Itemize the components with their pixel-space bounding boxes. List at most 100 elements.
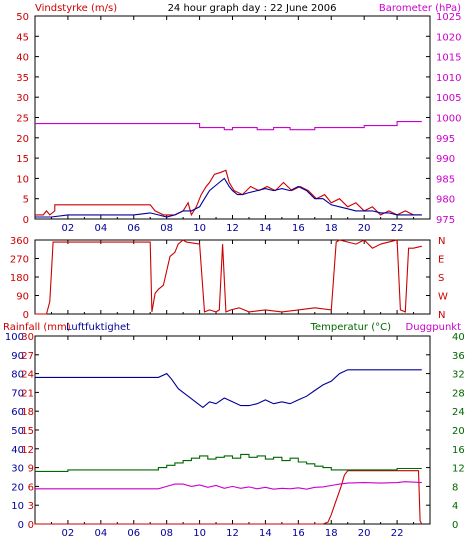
y-tick-label: 50 xyxy=(11,426,24,437)
y-tick-label: 40 xyxy=(16,53,29,64)
series-line xyxy=(35,481,422,490)
y-tick-label: 50 xyxy=(16,12,29,23)
x-tick-label: 20 xyxy=(358,223,371,234)
y-tick-label: 0 xyxy=(18,520,24,531)
plot-frame xyxy=(34,335,431,525)
wind-speed-axis-title: Vindstyrke (m/s) xyxy=(35,3,117,14)
y-tick-label: 60 xyxy=(11,407,24,418)
compass-tick-label: N xyxy=(438,236,445,247)
y-tick-label-right: 8 xyxy=(452,482,458,493)
x-tick-label: 14 xyxy=(259,528,272,539)
y-tick-label-right: 20 xyxy=(452,426,465,437)
y-tick-label: 0 xyxy=(23,310,29,321)
y-tick-label-right: 12 xyxy=(452,464,465,475)
rain-tick-label: 27 xyxy=(21,351,34,362)
humidity-axis-title: Luftfuktighet xyxy=(66,322,130,333)
series-line xyxy=(35,470,423,525)
x-tick-label: 22 xyxy=(391,223,404,234)
x-tick-label: 06 xyxy=(127,528,140,539)
x-tick-label: 02 xyxy=(62,223,75,234)
y-tick-label-right: 1015 xyxy=(436,53,461,64)
y-tick-label-right: 990 xyxy=(436,154,455,165)
y-tick-label: 360 xyxy=(10,236,29,247)
dewpoint-axis-title: Duggpunkt xyxy=(406,322,462,333)
x-tick-label: 02 xyxy=(62,528,75,539)
y-tick-label: 90 xyxy=(11,351,24,362)
rain-tick-label: 18 xyxy=(21,407,34,418)
y-tick-label-right: 36 xyxy=(452,351,465,362)
x-tick-label: 16 xyxy=(292,223,305,234)
rain-tick-label: 0 xyxy=(28,520,34,531)
plot-frame xyxy=(34,239,431,315)
x-tick-label: 12 xyxy=(226,528,239,539)
y-tick-label: 45 xyxy=(16,32,29,43)
compass-tick-label: E xyxy=(438,255,444,266)
rain-tick-label: 3 xyxy=(28,501,34,512)
x-tick-label: 10 xyxy=(193,528,206,539)
rain-tick-label: 12 xyxy=(21,445,34,456)
rainfall-axis-title: Rainfall (mm) xyxy=(3,322,71,333)
x-tick-label: 14 xyxy=(259,223,272,234)
series-line xyxy=(35,169,422,217)
rain-tick-label: 15 xyxy=(21,426,34,437)
y-tick-label: 0 xyxy=(23,215,29,226)
series-line xyxy=(35,369,422,409)
rain-tick-label: 9 xyxy=(28,464,34,475)
y-tick-label-right: 32 xyxy=(452,370,465,381)
series-line xyxy=(35,239,422,315)
rain-tick-label: 6 xyxy=(28,482,34,493)
compass-tick-label: N xyxy=(438,310,445,321)
series-line xyxy=(35,121,422,131)
barometer-axis-title: Barometer (hPa) xyxy=(379,3,461,14)
x-tick-label: 04 xyxy=(94,528,107,539)
y-tick-label: 40 xyxy=(11,445,24,456)
y-tick-label-right: 985 xyxy=(436,174,455,185)
series-line xyxy=(35,177,422,218)
y-tick-label-right: 40 xyxy=(452,332,465,343)
y-tick-label: 25 xyxy=(16,114,29,125)
x-tick-label: 20 xyxy=(358,528,371,539)
y-tick-label: 100 xyxy=(5,332,24,343)
x-tick-label: 18 xyxy=(325,223,338,234)
rain-tick-label: 21 xyxy=(21,388,34,399)
y-tick-label: 5 xyxy=(23,195,29,206)
y-tick-label-right: 16 xyxy=(452,445,465,456)
y-tick-label: 30 xyxy=(16,93,29,104)
series-line xyxy=(35,453,422,472)
y-tick-label-right: 995 xyxy=(436,134,455,145)
y-tick-label: 80 xyxy=(11,370,24,381)
y-tick-label: 20 xyxy=(11,482,24,493)
rain-tick-label: 30 xyxy=(21,332,34,343)
y-tick-label: 35 xyxy=(16,73,29,84)
compass-tick-label: W xyxy=(438,292,448,303)
x-tick-label: 16 xyxy=(292,528,305,539)
temperature-axis-title: Temperatur (°C) xyxy=(310,322,391,333)
x-tick-label: 10 xyxy=(193,223,206,234)
y-tick-label-right: 0 xyxy=(452,520,458,531)
y-tick-label: 10 xyxy=(16,174,29,185)
y-tick-label: 70 xyxy=(11,388,24,399)
x-tick-label: 04 xyxy=(94,223,107,234)
x-tick-label: 08 xyxy=(160,223,173,234)
y-tick-label: 30 xyxy=(11,464,24,475)
y-tick-label: 20 xyxy=(16,134,29,145)
y-tick-label: 270 xyxy=(10,255,29,266)
y-tick-label: 10 xyxy=(11,501,24,512)
y-tick-label-right: 1010 xyxy=(436,73,461,84)
x-tick-label: 06 xyxy=(127,223,140,234)
chart-title: 24 hour graph day : 22 June 2006 xyxy=(168,3,337,14)
y-tick-label-right: 4 xyxy=(452,501,458,512)
y-tick-label-right: 1025 xyxy=(436,12,461,23)
x-tick-label: 22 xyxy=(391,528,404,539)
x-tick-label: 18 xyxy=(325,528,338,539)
humidity-rain-temp-panel: 02 04 06 08 10 12 14 16 18 20 22010203040506070809… xyxy=(5,332,465,539)
y-tick-label: 180 xyxy=(10,273,29,284)
wind-barometer-panel: 02 04 06 08 10 12 14 16 18 20 22051015202530354045… xyxy=(16,12,461,234)
rain-tick-label: 24 xyxy=(21,370,34,381)
y-tick-label-right: 980 xyxy=(436,195,455,206)
y-tick-label-right: 1020 xyxy=(436,32,461,43)
x-tick-label: 12 xyxy=(226,223,239,234)
